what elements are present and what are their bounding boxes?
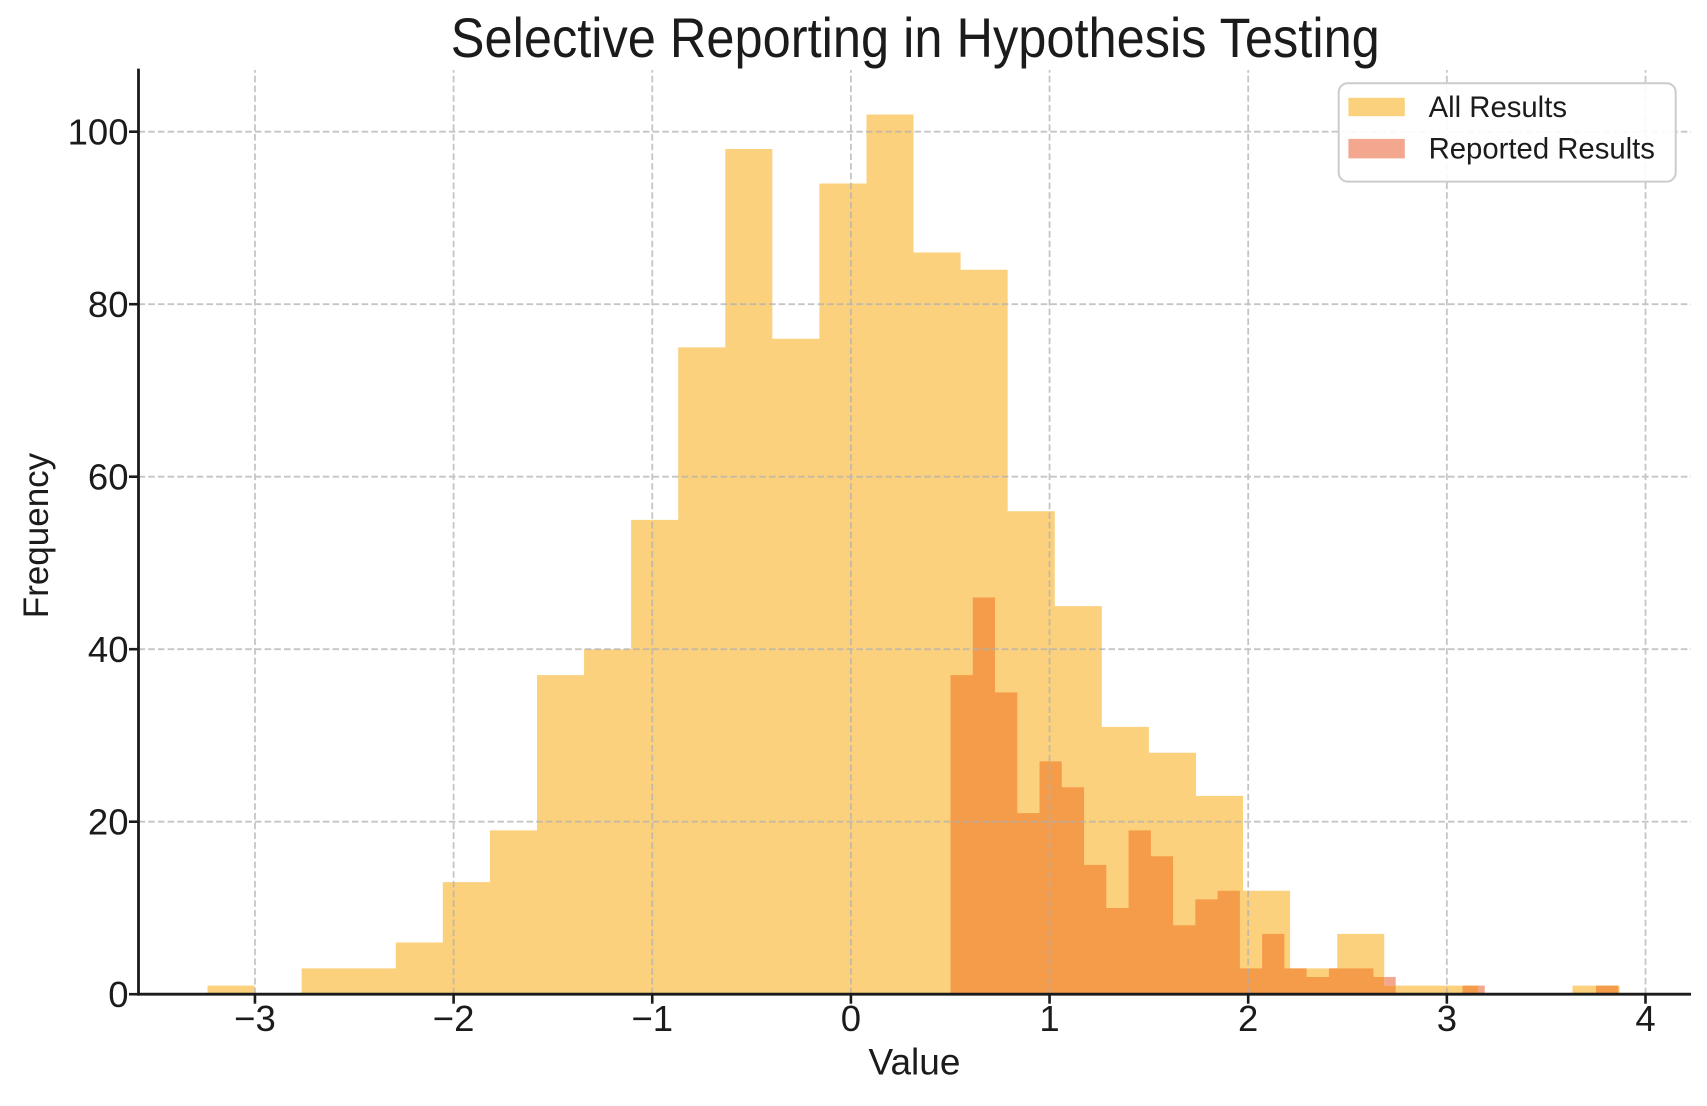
svg-text:Reported Results: Reported Results <box>1429 133 1655 166</box>
svg-text:−3: −3 <box>234 998 276 1039</box>
svg-text:60: 60 <box>88 456 129 497</box>
svg-text:−1: −1 <box>631 998 673 1039</box>
svg-text:3: 3 <box>1437 998 1457 1039</box>
svg-text:1: 1 <box>1039 998 1059 1039</box>
svg-text:40: 40 <box>88 629 129 670</box>
svg-text:−2: −2 <box>433 998 475 1039</box>
svg-text:2: 2 <box>1238 998 1258 1039</box>
svg-text:0: 0 <box>108 974 128 1015</box>
svg-text:20: 20 <box>88 801 129 842</box>
svg-text:100: 100 <box>68 111 129 152</box>
svg-text:80: 80 <box>88 284 129 325</box>
svg-text:Value: Value <box>869 1042 961 1083</box>
svg-text:Selective Reporting in Hypothe: Selective Reporting in Hypothesis Testin… <box>451 6 1380 69</box>
svg-text:0: 0 <box>841 998 861 1039</box>
svg-text:All Results: All Results <box>1429 91 1567 124</box>
svg-text:4: 4 <box>1635 998 1655 1039</box>
svg-text:Frequency: Frequency <box>17 452 56 618</box>
